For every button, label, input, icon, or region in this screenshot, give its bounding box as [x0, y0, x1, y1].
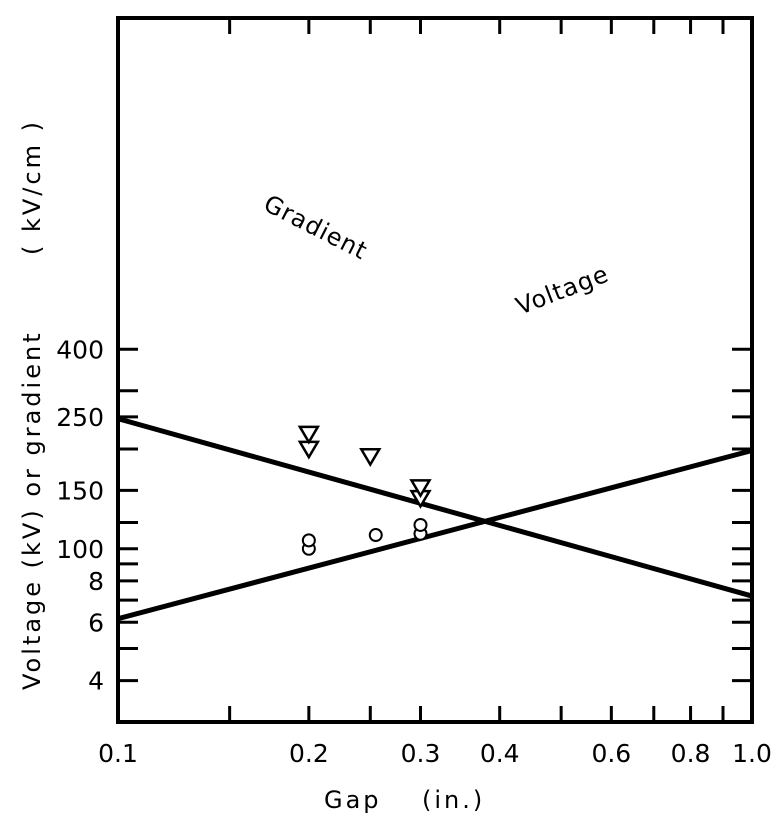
x-tick-label: 0.3	[401, 739, 441, 768]
x-tick-label: 0.1	[98, 739, 138, 768]
circle-point	[368, 528, 383, 543]
x-tick-label: 0.2	[289, 739, 329, 768]
triangle-point	[409, 479, 432, 499]
x-tick-label: 0.4	[480, 739, 520, 768]
data-points	[297, 425, 432, 556]
series-line-gradient	[117, 416, 753, 599]
series-lines	[117, 416, 753, 622]
triangle-point	[359, 447, 382, 467]
y-tick-label: 6	[88, 608, 104, 637]
y-axis-title-right: ( kV/cm )	[18, 119, 46, 255]
y-tick-label: 4	[88, 667, 104, 696]
plot-frame	[116, 16, 754, 724]
x-axis-title-left: Gap	[324, 786, 382, 814]
circle-point	[301, 533, 316, 548]
triangle-point	[297, 425, 321, 445]
y-tick-label: 150	[56, 476, 104, 505]
x-axis-title-right: (in.)	[422, 786, 485, 814]
y-axis-title-left: Voltage (kV) or gradient	[18, 330, 46, 690]
y-tick-label: 100	[56, 535, 104, 564]
axes	[116, 16, 754, 724]
series-line-voltage	[117, 448, 753, 622]
y-tick-label: 8	[88, 567, 104, 596]
series-label-voltage: Voltage	[512, 260, 613, 321]
circle-point	[413, 517, 428, 532]
y-tick-label: 250	[56, 403, 104, 432]
x-tick-label: 0.8	[671, 739, 711, 768]
series-label-gradient: Gradient	[259, 189, 372, 265]
x-tick-label: 0.6	[591, 739, 631, 768]
y-tick-label: 400	[56, 335, 104, 364]
tick-labels: 0.1 0.2 0.3 0.4 0.6 0.8 1.0 4 6 8 100 150 250 400	[56, 335, 772, 768]
x-tick-label: 1.0	[732, 739, 772, 768]
